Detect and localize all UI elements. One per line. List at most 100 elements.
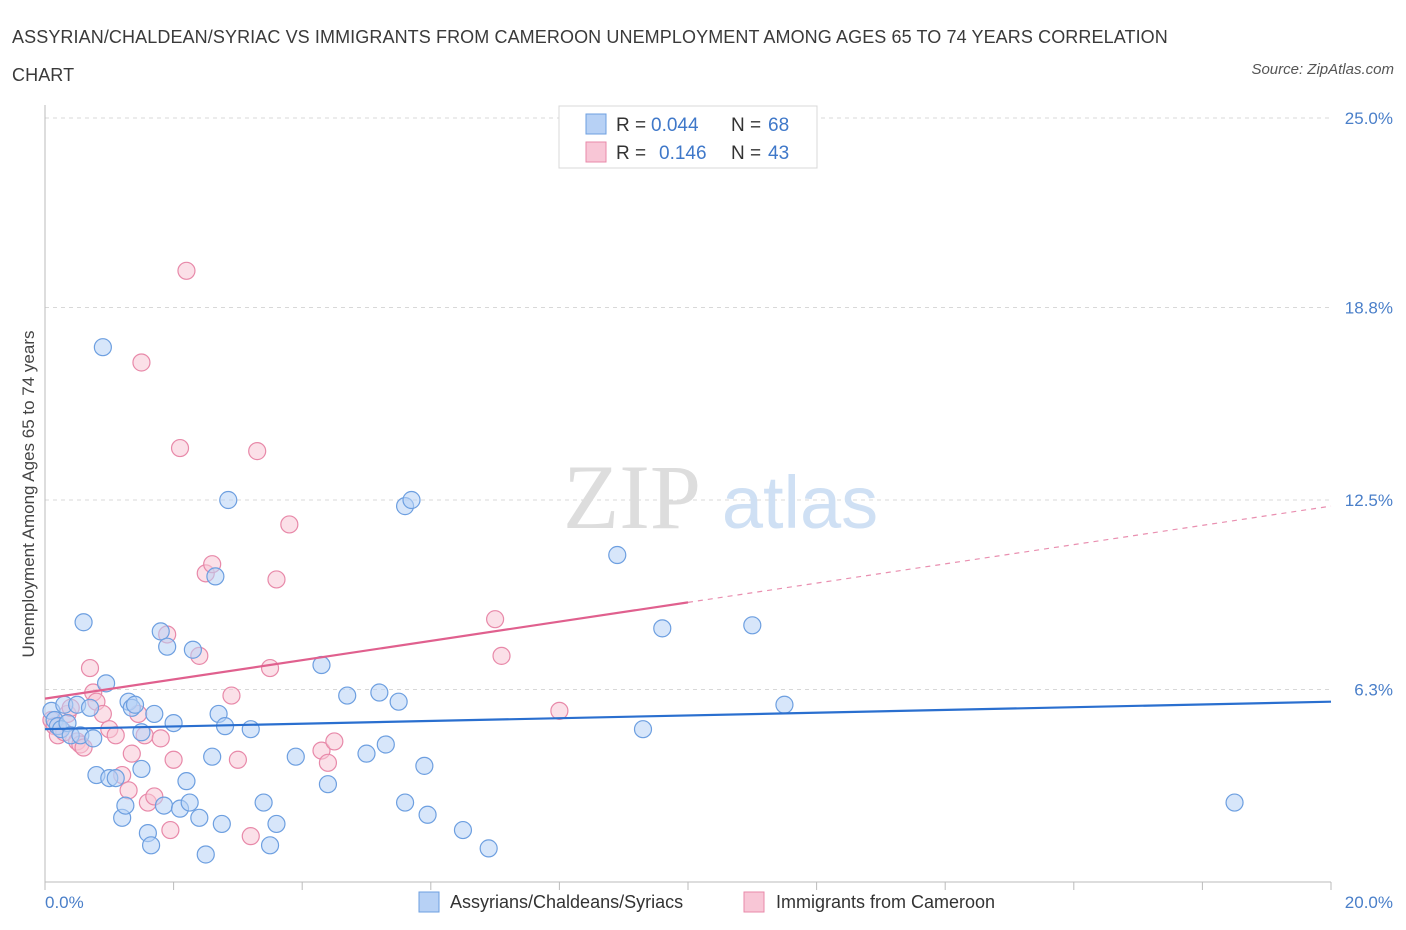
- pink-point: [260, 658, 280, 678]
- blue-point: [653, 619, 672, 638]
- legend-n-value-2: 43: [768, 143, 789, 164]
- blue-point: [415, 756, 434, 775]
- y-tick-label: 25.0%: [1345, 109, 1393, 128]
- blue-point: [183, 640, 202, 659]
- pink-point: [151, 729, 170, 748]
- blue-point: [116, 796, 135, 815]
- x-tick-label-min: 0.0%: [45, 893, 84, 912]
- pink-series-points: [42, 261, 569, 846]
- pink-trend-extension: [687, 505, 1332, 603]
- series-legend-label-pink: Immigrants from Cameroon: [776, 892, 995, 912]
- legend-n-value-1: 68: [768, 115, 789, 136]
- series-legend: Assyrians/Chaldeans/Syriacs Immigrants f…: [418, 891, 995, 913]
- pink-point: [122, 744, 141, 763]
- correlation-legend: R = 0.044 N = 68 R = 0.146 N = 43: [558, 105, 818, 169]
- pink-point: [222, 686, 241, 705]
- pink-point: [228, 750, 247, 769]
- blue-point: [395, 793, 415, 812]
- x-tick-label-max: 20.0%: [1345, 893, 1393, 912]
- blue-point: [743, 616, 762, 635]
- pink-point: [550, 701, 569, 720]
- blue-point: [196, 845, 215, 864]
- y-tick-label: 6.3%: [1354, 680, 1393, 699]
- series-legend-swatch-blue: [418, 891, 440, 913]
- blue-trend-line: [44, 700, 1332, 731]
- blue-point: [479, 839, 498, 858]
- y-tick-labels: 6.3% 12.5% 18.8% 25.0%: [1345, 109, 1393, 699]
- y-tick-label: 18.8%: [1345, 298, 1393, 317]
- blue-point: [203, 747, 222, 766]
- pink-point: [280, 515, 299, 534]
- blue-point: [453, 820, 473, 840]
- series-legend-swatch-pink: [743, 891, 765, 913]
- blue-point: [93, 338, 112, 357]
- blue-point: [608, 545, 627, 565]
- blue-point: [164, 713, 183, 733]
- series-legend-label-blue: Assyrians/Chaldeans/Syriacs: [450, 892, 683, 912]
- watermark-zip: ZIP: [563, 446, 701, 548]
- blue-point: [376, 735, 395, 754]
- blue-point: [74, 613, 93, 632]
- blue-point: [132, 759, 151, 779]
- pink-point: [325, 732, 344, 751]
- pink-point: [106, 726, 125, 745]
- pink-point: [132, 353, 151, 372]
- pink-point: [267, 570, 286, 589]
- pink-point: [170, 438, 190, 458]
- y-tick-label: 12.5%: [1345, 491, 1393, 510]
- blue-point: [154, 796, 174, 815]
- pink-point: [119, 781, 138, 800]
- blue-point: [338, 686, 357, 705]
- blue-point: [370, 683, 389, 702]
- legend-swatch-pink: [585, 141, 607, 163]
- source-label: Source: ZipAtlas.com: [1251, 61, 1394, 78]
- blue-point: [177, 772, 196, 791]
- blue-point: [402, 490, 421, 510]
- blue-point: [96, 674, 116, 693]
- pink-point: [241, 827, 260, 846]
- legend-n-label-1: N =: [731, 115, 761, 136]
- pink-point: [161, 820, 180, 840]
- trend-lines: [44, 505, 1332, 731]
- pink-point: [80, 658, 100, 678]
- pink-point: [318, 753, 338, 772]
- pink-trend-line: [44, 601, 689, 700]
- legend-r-label-2: R =: [616, 143, 646, 164]
- chart-title: ASSYRIAN/CHALDEAN/SYRIAC VS IMMIGRANTS F…: [12, 27, 1168, 85]
- blue-point: [241, 720, 260, 739]
- legend-r-value-1: 0.044: [651, 115, 699, 136]
- pink-point: [486, 610, 505, 629]
- legend-n-label-2: N =: [731, 143, 761, 164]
- watermark-atlas: atlas: [722, 461, 878, 544]
- blue-point: [357, 744, 376, 763]
- blue-series-points: [42, 338, 1244, 864]
- blue-point: [1225, 793, 1244, 812]
- x-axis-ticks: [44, 882, 1332, 890]
- pink-point: [492, 646, 511, 665]
- blue-point: [286, 747, 305, 766]
- pink-point: [248, 442, 267, 461]
- pink-point: [164, 750, 183, 769]
- blue-point: [633, 720, 653, 739]
- blue-point: [151, 622, 170, 641]
- blue-point: [141, 836, 161, 855]
- blue-point: [418, 805, 437, 824]
- blue-point: [775, 695, 794, 714]
- blue-point: [206, 567, 225, 586]
- blue-point: [212, 814, 231, 834]
- blue-point: [318, 775, 338, 794]
- blue-point: [145, 704, 164, 724]
- blue-point: [260, 836, 280, 855]
- y-axis-label: Unemployment Among Ages 65 to 74 years: [19, 331, 38, 658]
- blue-point: [158, 637, 177, 656]
- pink-point: [177, 261, 196, 280]
- grid-lines: [45, 117, 1331, 690]
- legend-r-label-1: R =: [616, 115, 646, 136]
- legend-r-value-2: 0.146: [659, 143, 707, 164]
- blue-point: [84, 729, 103, 748]
- blue-point: [219, 490, 238, 510]
- legend-swatch-blue: [585, 113, 607, 135]
- blue-point: [190, 808, 209, 827]
- blue-point: [254, 793, 273, 812]
